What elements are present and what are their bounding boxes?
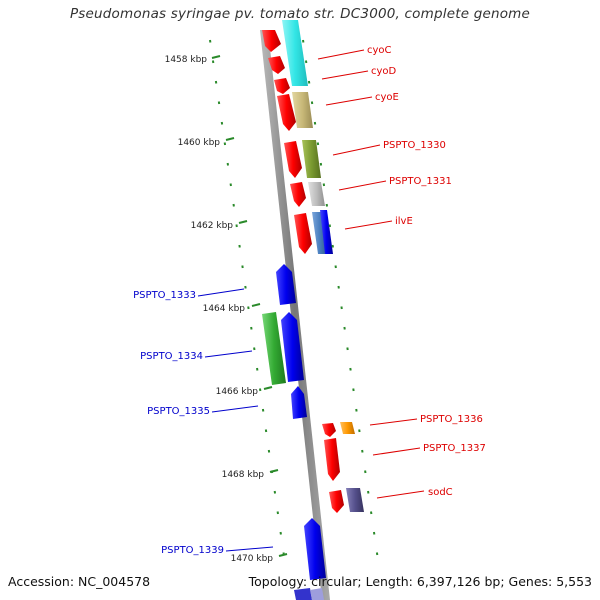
gene-label-PSPTO_1336[interactable]: PSPTO_1336 xyxy=(420,414,483,425)
ruler-left xyxy=(209,39,285,556)
label-leader xyxy=(332,144,381,156)
gene-label-PSPTO_1335[interactable]: PSPTO_1335 xyxy=(147,406,210,417)
page-title: Pseudomonas syringae pv. tomato str. DC3… xyxy=(69,6,531,22)
forward-cds-track xyxy=(262,30,344,513)
cds-arrow xyxy=(329,490,344,513)
gene-label-ilvE[interactable]: ilvE xyxy=(395,216,413,227)
gene-label-sodC[interactable]: sodC xyxy=(428,487,453,498)
ruler-right xyxy=(302,39,379,556)
label-leader xyxy=(344,220,393,230)
gene-label-cyoC[interactable]: cyoC xyxy=(367,45,392,56)
cds-arrow xyxy=(276,264,296,305)
gene-label-PSPTO_1333[interactable]: PSPTO_1333 xyxy=(133,290,196,301)
genome-summary: Topology: circular; Length: 6,397,126 bp… xyxy=(248,574,592,589)
label-leader xyxy=(204,350,253,358)
ruler-labels: 1458 kbp 1460 kbp 1462 kbp 1464 kbp 1466… xyxy=(165,55,274,564)
gene-label-cyoE[interactable]: cyoE xyxy=(375,92,399,103)
cds-arrow xyxy=(320,210,333,254)
cds-arrow xyxy=(290,182,306,207)
cds-arrow xyxy=(277,94,296,131)
label-leader xyxy=(321,70,369,80)
ruler-major-tick xyxy=(251,303,261,307)
gene-label-PSPTO_1331[interactable]: PSPTO_1331 xyxy=(389,176,452,187)
ruler-label: 1468 kbp xyxy=(222,470,265,480)
cds-block-olive xyxy=(302,140,321,178)
label-leader xyxy=(369,418,418,426)
ruler-label: 1466 kbp xyxy=(216,387,259,397)
label-leader xyxy=(317,49,365,60)
gene-label-cyoD[interactable]: cyoD xyxy=(371,66,397,77)
cds-block-green xyxy=(262,312,286,385)
cds-block-khaki xyxy=(292,92,313,128)
backbone xyxy=(260,30,330,600)
label-leader xyxy=(225,546,274,552)
cds-arrow xyxy=(294,213,312,254)
label-leader xyxy=(197,288,245,297)
cds-arrow xyxy=(291,386,307,419)
ruler-major-tick xyxy=(263,386,273,390)
cog-track xyxy=(282,20,364,512)
ruler-major-tick xyxy=(278,553,288,557)
label-leader xyxy=(211,405,259,413)
label-leader xyxy=(372,447,421,456)
cds-arrow xyxy=(304,518,326,580)
cds-block-steel xyxy=(312,212,327,254)
label-leader xyxy=(338,180,387,191)
reverse-cds-track xyxy=(262,264,326,600)
ruler-major-tick xyxy=(238,220,248,224)
cds-block-grey xyxy=(308,182,325,206)
cds-arrow xyxy=(294,588,312,600)
gene-label-PSPTO_1339[interactable]: PSPTO_1339 xyxy=(161,545,224,556)
label-leader xyxy=(325,96,373,106)
ruler-major-tick xyxy=(211,55,221,59)
ruler-major-ticks xyxy=(211,55,288,557)
gene-label-PSPTO_1334[interactable]: PSPTO_1334 xyxy=(140,351,203,362)
cds-arrow xyxy=(310,588,324,600)
cds-arrow xyxy=(281,312,304,382)
ruler-major-tick xyxy=(225,137,235,141)
gene-label-PSPTO_1337[interactable]: PSPTO_1337 xyxy=(423,443,486,454)
ruler-label: 1462 kbp xyxy=(191,221,234,231)
gene-label-PSPTO_1330[interactable]: PSPTO_1330 xyxy=(383,140,446,151)
cds-block-cyan xyxy=(282,20,308,86)
ruler-label: 1458 kbp xyxy=(165,55,208,65)
label-leader xyxy=(376,490,425,499)
cds-block-slate xyxy=(346,488,364,512)
cds-arrow xyxy=(268,56,285,74)
cds-arrow xyxy=(322,423,336,437)
cds-arrow xyxy=(274,78,290,94)
ruler-label: 1464 kbp xyxy=(203,304,246,314)
forward-gene-labels: cyoC cyoD cyoE PSPTO_1330 PSPTO_1331 ilv… xyxy=(317,45,486,499)
cds-arrow xyxy=(324,438,340,481)
ruler-major-tick xyxy=(269,469,279,473)
cds-arrow xyxy=(284,141,302,178)
cds-block-orange xyxy=(340,422,355,434)
cds-arrow xyxy=(262,30,281,52)
ruler-label: 1470 kbp xyxy=(231,554,274,564)
reverse-gene-labels: PSPTO_1333 PSPTO_1334 PSPTO_1335 PSPTO_1… xyxy=(133,288,274,556)
ruler-label: 1460 kbp xyxy=(178,138,221,148)
accession-label: Accession: NC_004578 xyxy=(8,574,151,589)
